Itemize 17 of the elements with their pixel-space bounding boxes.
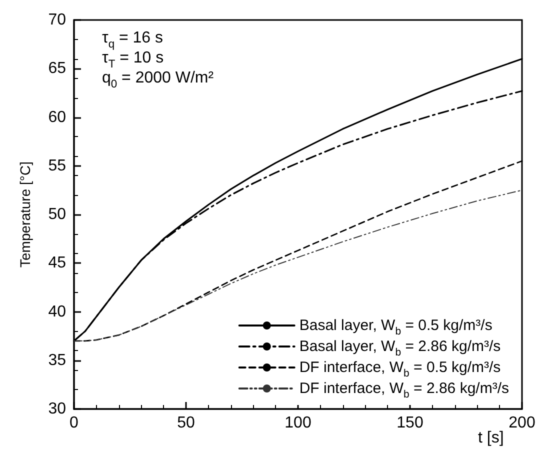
y-tick-label: 60 (48, 108, 66, 126)
y-tick-label: 35 (48, 352, 66, 369)
x-tick-label: 200 (508, 414, 536, 432)
x-tick-label: 150 (396, 414, 424, 432)
y-tick-label: 45 (48, 254, 66, 272)
y-tick-label: 65 (48, 60, 66, 78)
x-tick-label: 0 (70, 414, 79, 432)
x-tick-label: 100 (284, 414, 312, 432)
x-axis-title: t [s] (478, 430, 504, 446)
line-series (74, 190, 522, 342)
y-tick-label: 55 (48, 157, 66, 174)
y-tick-label: 70 (48, 12, 66, 28)
y-axis-title: Temperature [°C] (17, 162, 33, 268)
x-tick-label: 50 (177, 414, 195, 432)
y-tick-label: 40 (48, 303, 66, 320)
y-tick-label: 30 (48, 400, 66, 418)
y-tick-label: 50 (48, 206, 66, 223)
